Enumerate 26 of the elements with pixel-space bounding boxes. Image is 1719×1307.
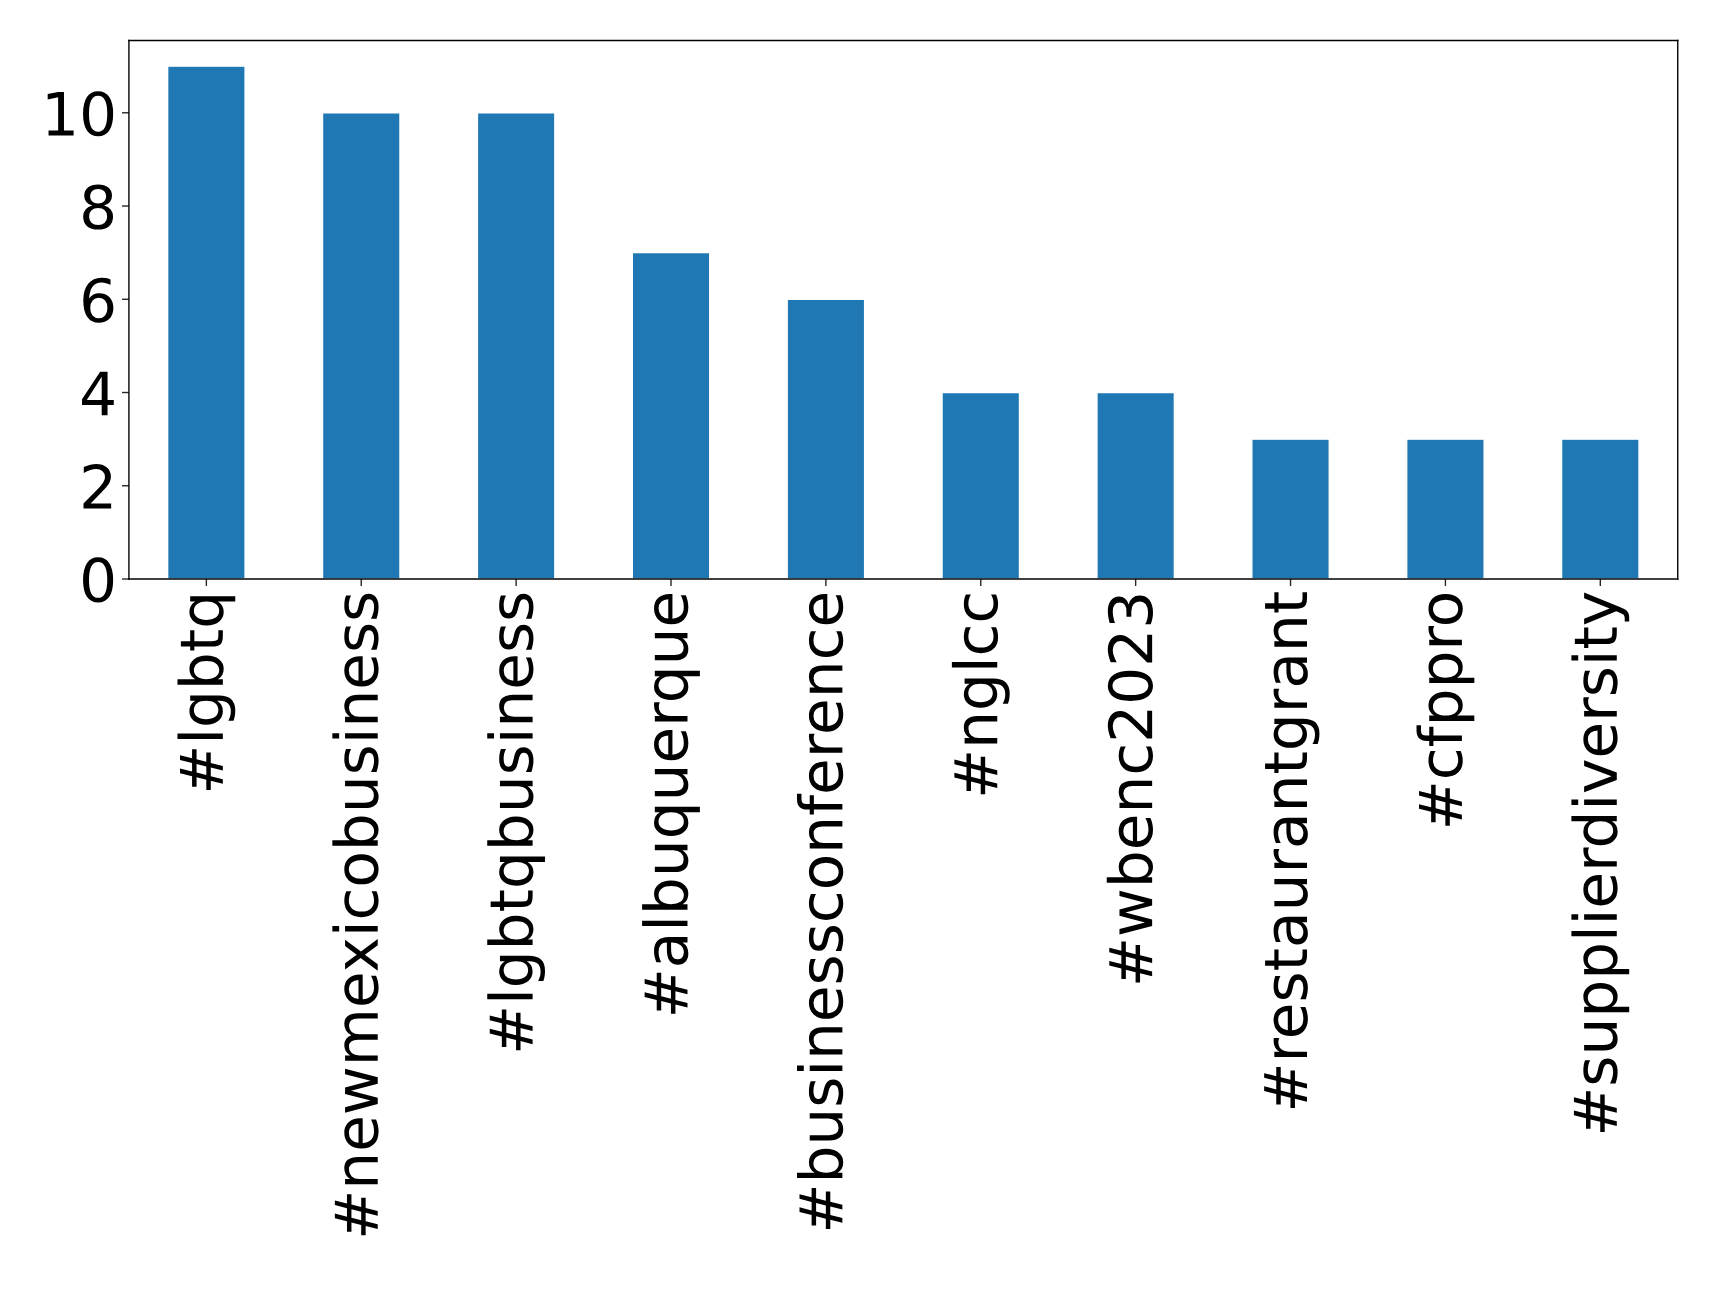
x-tick-label: #supplierdiversity <box>1571 592 1630 1133</box>
x-tick-label: #cfppro <box>1416 594 1475 826</box>
bar <box>631 251 711 579</box>
bar <box>1406 438 1485 579</box>
bar <box>786 298 866 579</box>
bar <box>476 112 556 579</box>
bar <box>1096 391 1176 579</box>
x-tick-label: #businessconference <box>796 594 844 1229</box>
y-tick-label: 4 <box>82 371 114 416</box>
y-tick-label: 6 <box>83 277 114 323</box>
x-tick-label: #wbenc2023 <box>1106 595 1153 983</box>
x-tick-label: #albuquerque <box>642 594 700 1014</box>
bar <box>1560 438 1640 579</box>
y-tick-label: 0 <box>83 557 114 603</box>
x-tick-label: #nglcc <box>951 594 1010 795</box>
x-tick-label: #newmexicobusiness <box>332 593 379 1236</box>
y-tick-label: 10 <box>47 91 114 137</box>
bar <box>1251 438 1330 579</box>
bar <box>166 65 246 579</box>
bar <box>941 391 1021 579</box>
bar <box>321 112 401 579</box>
x-tick-label: #lgbtqbusiness <box>487 593 546 1051</box>
x-tick-label: #restaurantgrant <box>1264 592 1320 1108</box>
y-tick-label: 2 <box>83 464 112 509</box>
y-tick-label: 8 <box>83 184 114 230</box>
x-tick-label: #lgbtq <box>177 596 236 790</box>
